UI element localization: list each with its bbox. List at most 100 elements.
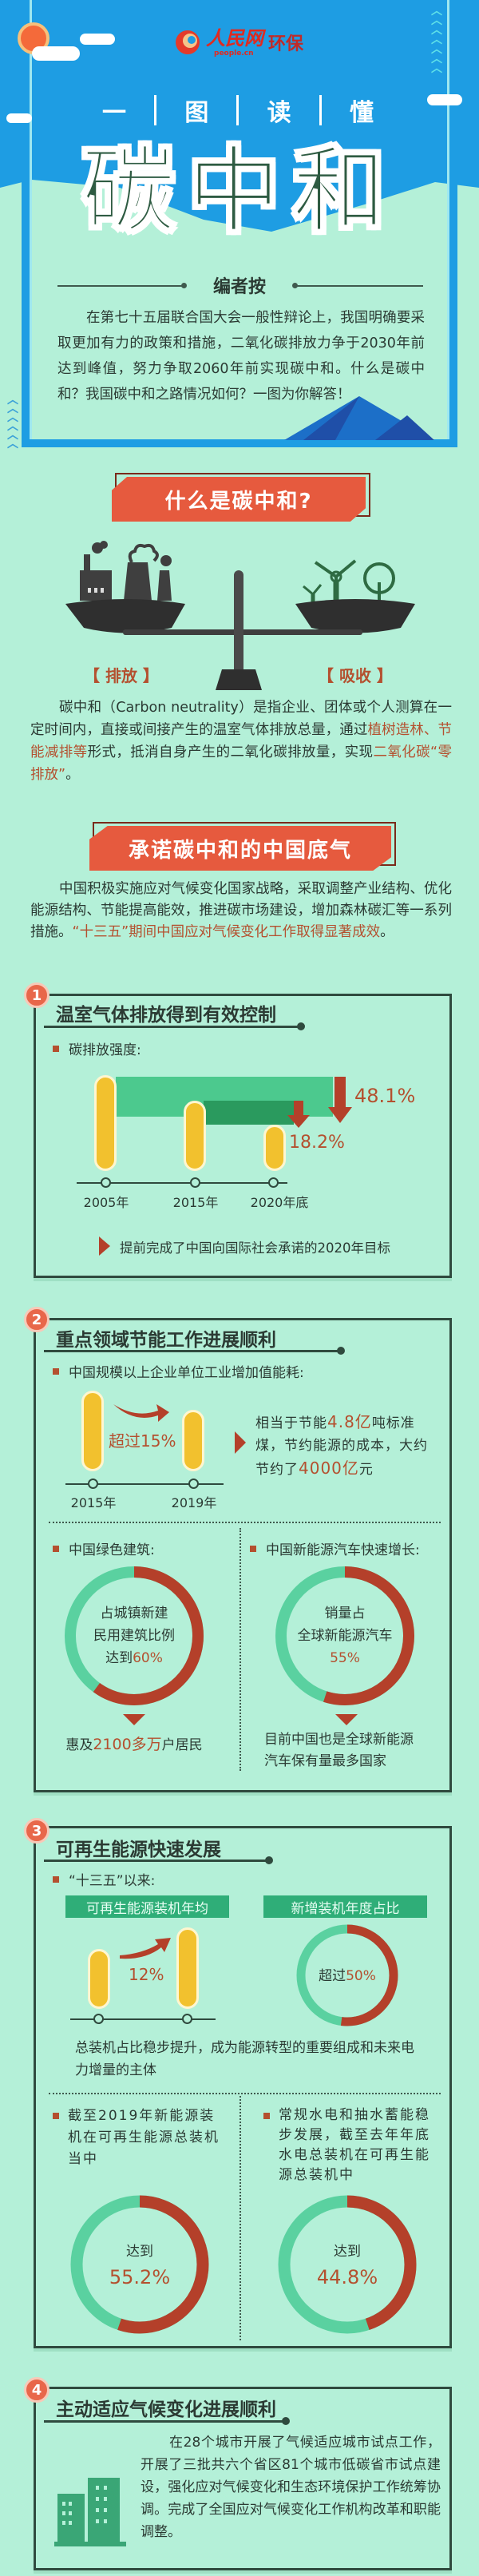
- donut-line: 民用建筑比例: [93, 1628, 175, 1644]
- section-number-badge: 3: [24, 1818, 49, 1844]
- logo-sub: people.cn: [214, 49, 254, 58]
- donut-value: 55.2%: [109, 2266, 171, 2288]
- target-note: 提前完成了中国向国际社会承诺的2020年目标: [120, 1240, 390, 1256]
- nev-note: 目前中国也是全球新能源 汽车保有量最多国家: [264, 1729, 414, 1772]
- emission-label: 【 排放 】: [84, 666, 159, 685]
- hydro-text: 常规水电和抽水蓄能稳步发展，截至去年年底水电总装机在可再生能源总装机中: [279, 2107, 430, 2183]
- bullet-label: 碳排放强度:: [53, 1038, 141, 1058]
- divider: [57, 285, 184, 287]
- text: 达到: [126, 2244, 153, 2260]
- china-highlight: “十三五”期间中国应对气候变化工作取得显著成效: [72, 924, 381, 940]
- cloud-icon: [427, 94, 462, 105]
- cloud-icon: [6, 113, 32, 123]
- definition-text: 。: [65, 767, 80, 783]
- arrow-down-icon: [328, 1077, 352, 1123]
- label-new-share: 新增装机年度占比: [263, 1895, 427, 1918]
- text: 惠及: [65, 1737, 93, 1753]
- timeline-node: [182, 2014, 192, 2024]
- divider: [295, 285, 423, 287]
- bar-2019: [182, 1410, 204, 1471]
- logo: 人民网 people.cn 环保: [174, 27, 303, 58]
- curved-arrow-icon: [113, 1404, 169, 1422]
- section-title: 重点领域节能工作进展顺利: [56, 1324, 281, 1352]
- text: 汽车保有量最多国家: [264, 1753, 386, 1769]
- timeline-node: [93, 2014, 104, 2024]
- growth-label: 12%: [129, 1965, 164, 1984]
- dotted-divider: [49, 1522, 441, 1523]
- header-background: [0, 0, 479, 459]
- section-number-badge: 4: [24, 2377, 49, 2403]
- balance-scale-illustration: [65, 541, 415, 690]
- section-1-box: [34, 994, 452, 1278]
- drop-label-48: 48.1%: [354, 1085, 416, 1107]
- definition-highlight: 植树造林、节能减排等: [30, 722, 453, 760]
- title-underline: [44, 1856, 273, 1864]
- header: ︿ ︿ ︿ ︿ ︿ ︿ ︿ ︿ ︿ ︿ ︿ ︿ ︿ 人民网 people.cn 环保 一 图 读 懂 …: [0, 0, 479, 459]
- energy-equivalent: 相当于节能4.8亿吨标准煤，节约能源的成本，大约节约了4000亿元: [255, 1411, 437, 1481]
- bar-end: [176, 1927, 199, 2009]
- bullet-label: 中国绿色建筑:: [53, 1538, 155, 1558]
- building-icon: [54, 2478, 126, 2546]
- adaptation-text: 在28个城市开展了气候适应城市试点工作，开展了三批共六个省区81个城市低碳省市试…: [141, 2435, 441, 2540]
- donut-value: 44.8%: [316, 2266, 378, 2288]
- timeline-axis: [70, 2018, 216, 2020]
- timeline-node: [188, 1479, 199, 1489]
- kicker-char: 读: [267, 99, 291, 127]
- editor-note: 在第七十五届联合国大会一般性辩论上，我国明确要采取更加有力的政策和措施，二氧化碳…: [57, 310, 425, 403]
- donut-text: 占城镇新建 民用建筑比例 达到60%: [93, 1602, 175, 1669]
- donut-nev-share: [275, 1566, 414, 1705]
- text: 超过: [319, 1968, 346, 1984]
- kicker-char: 懂: [349, 99, 374, 127]
- donut-line: 全球新能源汽车: [297, 1628, 393, 1644]
- donut-hydro: [278, 2195, 417, 2334]
- section-banner-what: 什么是碳中和?: [112, 473, 370, 522]
- bullet-label: “十三五”以来:: [53, 1869, 155, 1889]
- triangle-right-icon: [235, 1431, 246, 1454]
- donut-value-arc: [278, 2195, 417, 2334]
- bar-2020: [263, 1125, 286, 1171]
- section-title: 温室气体排放得到有效控制: [56, 999, 281, 1026]
- cloud-icon: [32, 46, 80, 61]
- section-number-badge: 1: [24, 982, 49, 1008]
- year-label: 2005年: [83, 1195, 129, 1210]
- china-text: 。: [380, 924, 394, 940]
- factory-icon: [80, 541, 172, 601]
- section-4-box: [34, 2387, 452, 2570]
- timeline-axis: [77, 1182, 287, 1184]
- decrease-label: 超过15%: [109, 1431, 176, 1451]
- year-label: 2019年: [171, 1495, 217, 1510]
- text: 目前中国也是全球新能源: [264, 1732, 414, 1748]
- divider-dot: [181, 283, 187, 288]
- definition-text: 碳中和（Carbon neutrality）是指企业、团体或个人测算在一定时间内…: [30, 700, 452, 738]
- bar-start: [88, 1949, 110, 2009]
- kicker-char: 一: [102, 99, 126, 127]
- left-pan: [65, 599, 185, 633]
- donut-line: 占城镇新建: [100, 1606, 168, 1621]
- donut-text: 达到 55.2%: [109, 2239, 170, 2290]
- value: 4000亿: [299, 1459, 359, 1478]
- definition-highlight: 二氧化碳“零排放”: [30, 744, 453, 783]
- timeline-node: [268, 1177, 279, 1188]
- dotted-divider: [240, 1528, 241, 1771]
- divider-dot: [292, 283, 298, 288]
- donut-value-arc: [70, 2195, 209, 2334]
- title-underline: [44, 2417, 290, 2425]
- logo-text: 人民网: [206, 26, 263, 50]
- scale-pillar: [234, 570, 243, 674]
- section-title: 可再生能源快速发展: [56, 1834, 226, 1861]
- section-2-box: [34, 1318, 452, 1792]
- year-label: 2020年底: [250, 1195, 309, 1210]
- people-logo-icon: [176, 30, 200, 54]
- section-banner-china: 承诺碳中和的中国底气: [89, 822, 396, 871]
- bullet-marker: [263, 2113, 270, 2119]
- absorption-label: 【 吸收 】: [318, 666, 393, 685]
- bar-2015: [81, 1391, 104, 1471]
- triangle-down-icon: [335, 1714, 358, 1725]
- text: 达到: [334, 2244, 361, 2260]
- cloud-icon: [80, 34, 115, 45]
- donut-value-arc: [296, 1924, 398, 2026]
- dotted-divider: [240, 2096, 241, 2340]
- chevrons-up-icon: ︿ ︿ ︿ ︿ ︿ ︿ ︿: [431, 5, 442, 75]
- definition-text: 形式，抵消自身产生的二氧化碳排放量，实现: [87, 744, 374, 760]
- china-text: 中国积极实施应对气候变化国家战略，采取调整产业结构、优化能源结构、节能提高能效，…: [30, 881, 452, 940]
